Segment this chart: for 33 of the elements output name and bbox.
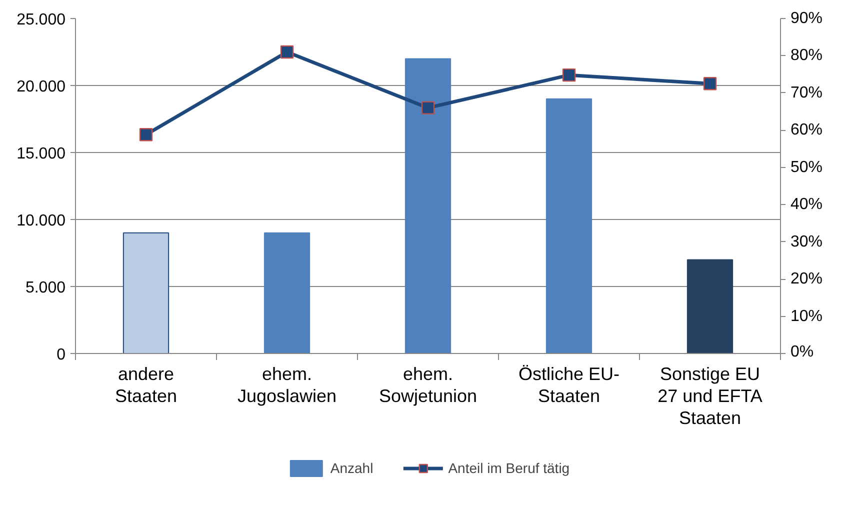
- y2-tick-label: 10%: [790, 308, 823, 325]
- point: [562, 68, 576, 82]
- x-tick-label: ehem. Sowjetunion: [378, 364, 478, 406]
- x-tick-label: ehem. Jugoslawien: [237, 364, 337, 406]
- y-tick-label: 0: [56, 346, 66, 364]
- legend-label: Anteil im Beruf tätig: [448, 460, 570, 476]
- bar: [122, 232, 170, 354]
- x-tick-label: Sonstige EU 27 und EFTA Staaten: [658, 364, 762, 428]
- point: [280, 45, 294, 59]
- y2-tick-label: 0%: [790, 344, 814, 360]
- point: [703, 77, 717, 90]
- y-tick-label: 15.000: [16, 146, 66, 162]
- y2-tick-label: 40%: [790, 196, 823, 214]
- point: [421, 101, 435, 114]
- y2-tick-label: 50%: [790, 158, 823, 176]
- y-tick-label: 5.000: [25, 280, 66, 296]
- y-tick-label: 20.000: [16, 78, 66, 96]
- bar: [404, 58, 452, 354]
- y2-tick-label: 70%: [790, 84, 823, 102]
- y2-tick-label: 90%: [790, 10, 823, 27]
- bar: [546, 98, 592, 354]
- x-tick-label: andere Staaten: [114, 364, 178, 406]
- x-tick-label: Östliche EU-Staaten: [518, 364, 620, 406]
- y2-tick-label: 30%: [790, 233, 823, 250]
- y2-tick-label: 20%: [790, 270, 823, 288]
- y-tick-label: 10.000: [16, 212, 66, 230]
- legend-label: Anzahl: [330, 460, 374, 476]
- point: [139, 128, 153, 142]
- bar: [264, 232, 310, 354]
- y2-tick-label: 80%: [790, 47, 823, 64]
- bar: [686, 259, 734, 354]
- y-tick-label: 25.000: [16, 12, 66, 28]
- y2-tick-label: 60%: [790, 122, 823, 139]
